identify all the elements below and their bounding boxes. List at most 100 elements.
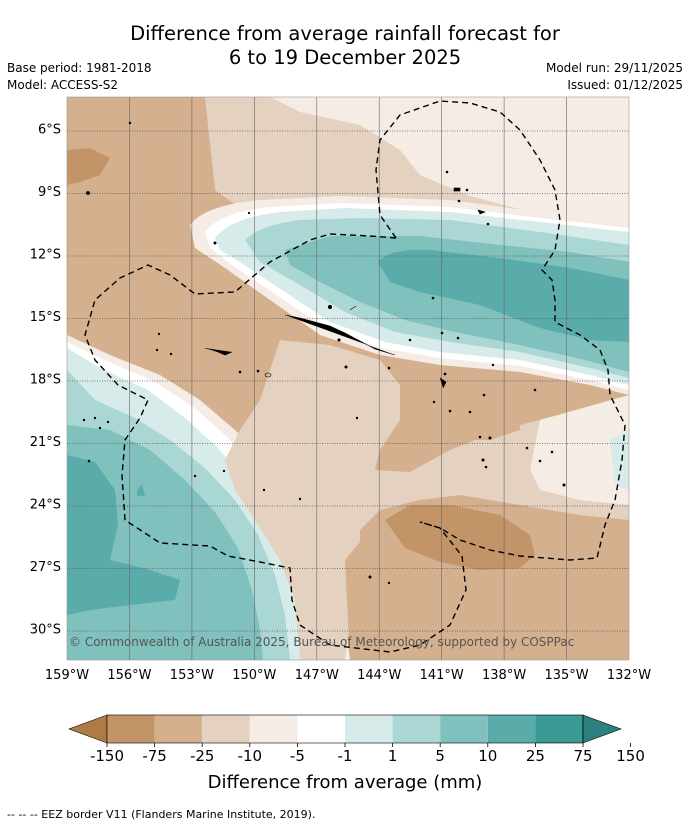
y-tick-label: 12°S: [30, 247, 61, 262]
colorbar-label: -25: [190, 747, 215, 765]
colorbar-label: 5: [435, 747, 445, 765]
model-name: Model: ACCESS-S2: [7, 78, 119, 92]
island: [562, 483, 566, 487]
colorbar-swatch: [440, 715, 488, 743]
island: [93, 416, 97, 420]
island: [443, 372, 447, 376]
eez-borders: [84, 100, 626, 653]
island: [484, 465, 488, 469]
island: [368, 575, 372, 579]
island: [355, 416, 359, 420]
islands: [82, 121, 566, 585]
region-east-lightest: [530, 395, 629, 505]
title-line-1: Difference from average rainfall forecas…: [130, 22, 560, 45]
island: [550, 450, 554, 454]
island: [222, 469, 226, 473]
region-west-dark-patch: [67, 148, 110, 185]
y-tick-label: 30°S: [30, 623, 61, 638]
colorbar-swatch: [154, 715, 203, 743]
island: [262, 488, 266, 492]
y-tick-label: 27°S: [30, 560, 61, 575]
island: [439, 377, 447, 389]
island: [247, 211, 251, 215]
colorbar-swatch: [535, 715, 583, 743]
colorbar-extend-low: [68, 714, 108, 744]
island: [486, 222, 490, 226]
island: [264, 372, 272, 378]
map-frame: [66, 96, 630, 661]
island: [538, 459, 542, 463]
gridlines-lat: [67, 130, 629, 632]
x-tick-label: 156°W: [107, 668, 151, 683]
colorbar-label: 25: [526, 747, 545, 765]
colorbar-extend-high: [582, 714, 622, 744]
island: [238, 370, 242, 374]
island: [344, 365, 348, 369]
island: [193, 474, 197, 478]
island: [337, 338, 341, 342]
colorbar-swatch: [345, 715, 393, 743]
island: [128, 121, 132, 125]
meta-right: Model run: 29/11/2025 Issued: 01/12/2025: [546, 60, 683, 94]
colorbar-label: 150: [616, 747, 645, 765]
colorbar-label: -1: [338, 747, 353, 765]
island: [349, 305, 357, 311]
x-tick-label: 147°W: [295, 668, 339, 683]
island: [453, 187, 461, 192]
island: [448, 409, 452, 413]
y-tick-label: 6°S: [38, 122, 61, 137]
region-central-light-tan: [225, 340, 629, 660]
y-tick-label: 18°S: [30, 373, 61, 388]
island: [408, 338, 412, 342]
eez-border-marquesas: [375, 100, 626, 561]
model-run: Model run: 29/11/2025: [545, 61, 683, 75]
region-central-dry: [400, 372, 520, 440]
chart-title: Difference from average rainfall forecas…: [0, 22, 690, 70]
colorbar-swatch: [392, 715, 441, 743]
title-line-2: 6 to 19 December 2025: [228, 46, 462, 69]
island: [431, 296, 435, 300]
island: [491, 363, 495, 367]
colorbar-swatch: [107, 715, 155, 743]
colorbar-label: 1: [388, 747, 398, 765]
colorbar-swatch: [487, 715, 536, 743]
colorbar: -150 -75 -25 -10 -5 -1 1 5 10 25 75 150: [68, 714, 645, 765]
colorbar-label: 75: [573, 747, 592, 765]
region-ne-lightest: [270, 97, 629, 225]
island: [482, 393, 486, 397]
island: [327, 304, 333, 310]
colorbar-swatch: [297, 715, 345, 743]
island: [525, 446, 529, 450]
x-tick-label: 150°W: [232, 668, 276, 683]
gridlines: [129, 97, 567, 660]
region-sw-wet-core: [67, 455, 180, 615]
x-tick-label: 135°W: [544, 668, 588, 683]
y-tick-label: 9°S: [38, 185, 61, 200]
x-axis-ticks: 159°W 156°W 153°W 150°W 147°W 144°W 141°W 138°W…: [45, 668, 651, 683]
island: [468, 410, 472, 414]
copyright-text: © Commonwealth of Australia 2025, Bureau…: [69, 635, 574, 649]
island: [256, 369, 260, 373]
x-tick-label: 153°W: [170, 668, 214, 683]
x-tick-label: 159°W: [45, 668, 89, 683]
x-tick-label: 141°W: [420, 668, 464, 683]
colorbar-swatch: [249, 715, 298, 743]
island: [456, 336, 460, 340]
island: [98, 426, 102, 430]
island: [82, 418, 86, 422]
colorbar-swatch: [202, 715, 250, 743]
x-tick-label: 144°W: [357, 668, 401, 683]
base-period: Base period: 1981-2018: [7, 61, 152, 75]
island: [86, 191, 90, 195]
island: [387, 366, 391, 370]
colorbar-label: -10: [238, 747, 263, 765]
island: [445, 170, 449, 174]
eez-border-tuamotu-west: [84, 233, 467, 653]
island: [106, 420, 110, 424]
colorbar-label: -150: [90, 747, 124, 765]
y-tick-label: 21°S: [30, 435, 61, 450]
island: [204, 347, 233, 356]
issued-date: Issued: 01/12/2025: [567, 78, 683, 92]
island: [533, 388, 537, 392]
